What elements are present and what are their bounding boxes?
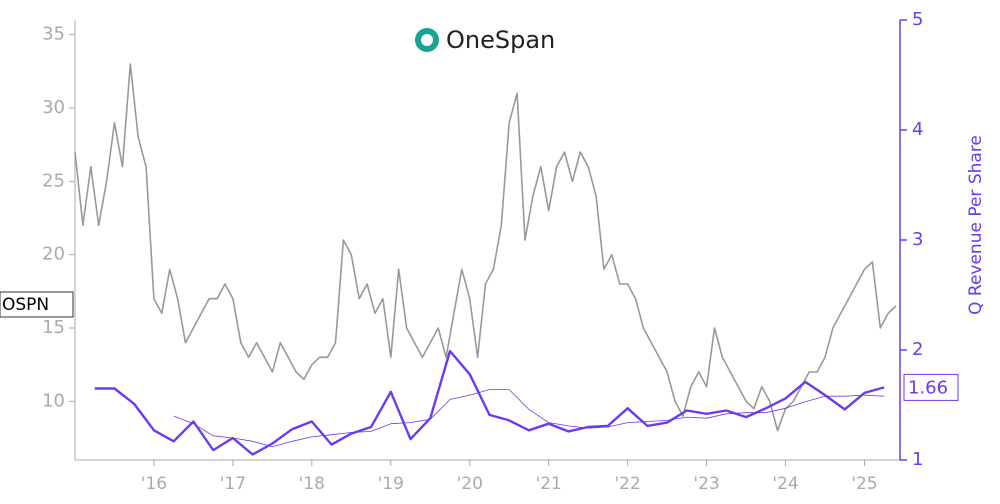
x-tick-label: '19 [378, 474, 404, 494]
y-tick-label: 30 [42, 97, 65, 118]
y-tick-label: 10 [42, 390, 65, 411]
x-tick-label: '23 [693, 474, 719, 494]
x-tick-label: '25 [851, 474, 877, 494]
x-tick-label: '20 [457, 474, 483, 494]
y2-tick-label: 4 [912, 119, 923, 140]
y-tick-label: 20 [42, 244, 65, 265]
logo-text: OneSpan [446, 26, 555, 54]
series-line [173, 389, 885, 448]
x-tick-label: '17 [220, 474, 246, 494]
x-tick-label: '21 [536, 474, 562, 494]
logo: OneSpan [415, 26, 555, 54]
last-value-box [903, 373, 959, 401]
last-value-label: 1.66 [908, 377, 948, 398]
x-tick-label: '24 [772, 474, 798, 494]
x-tick-label: '18 [299, 474, 325, 494]
x-tick-label: '22 [614, 474, 640, 494]
ticker-box [0, 291, 74, 318]
ticker-label: OSPN [2, 295, 49, 315]
series-line [74, 63, 897, 432]
x-tick-label: '16 [141, 474, 167, 494]
logo-icon-hole [421, 34, 433, 46]
y2-axis-label: Q Revenue Per Share [966, 135, 986, 315]
y-tick-label: 35 [42, 24, 65, 45]
y2-tick-label: 1 [912, 449, 923, 470]
y2-tick-label: 2 [912, 339, 923, 360]
y2-tick-label: 3 [912, 229, 923, 250]
y2-tick-label: 5 [912, 9, 923, 30]
y-tick-label: 25 [42, 170, 65, 191]
series-line [94, 349, 885, 456]
y-tick-label: 15 [42, 317, 65, 338]
